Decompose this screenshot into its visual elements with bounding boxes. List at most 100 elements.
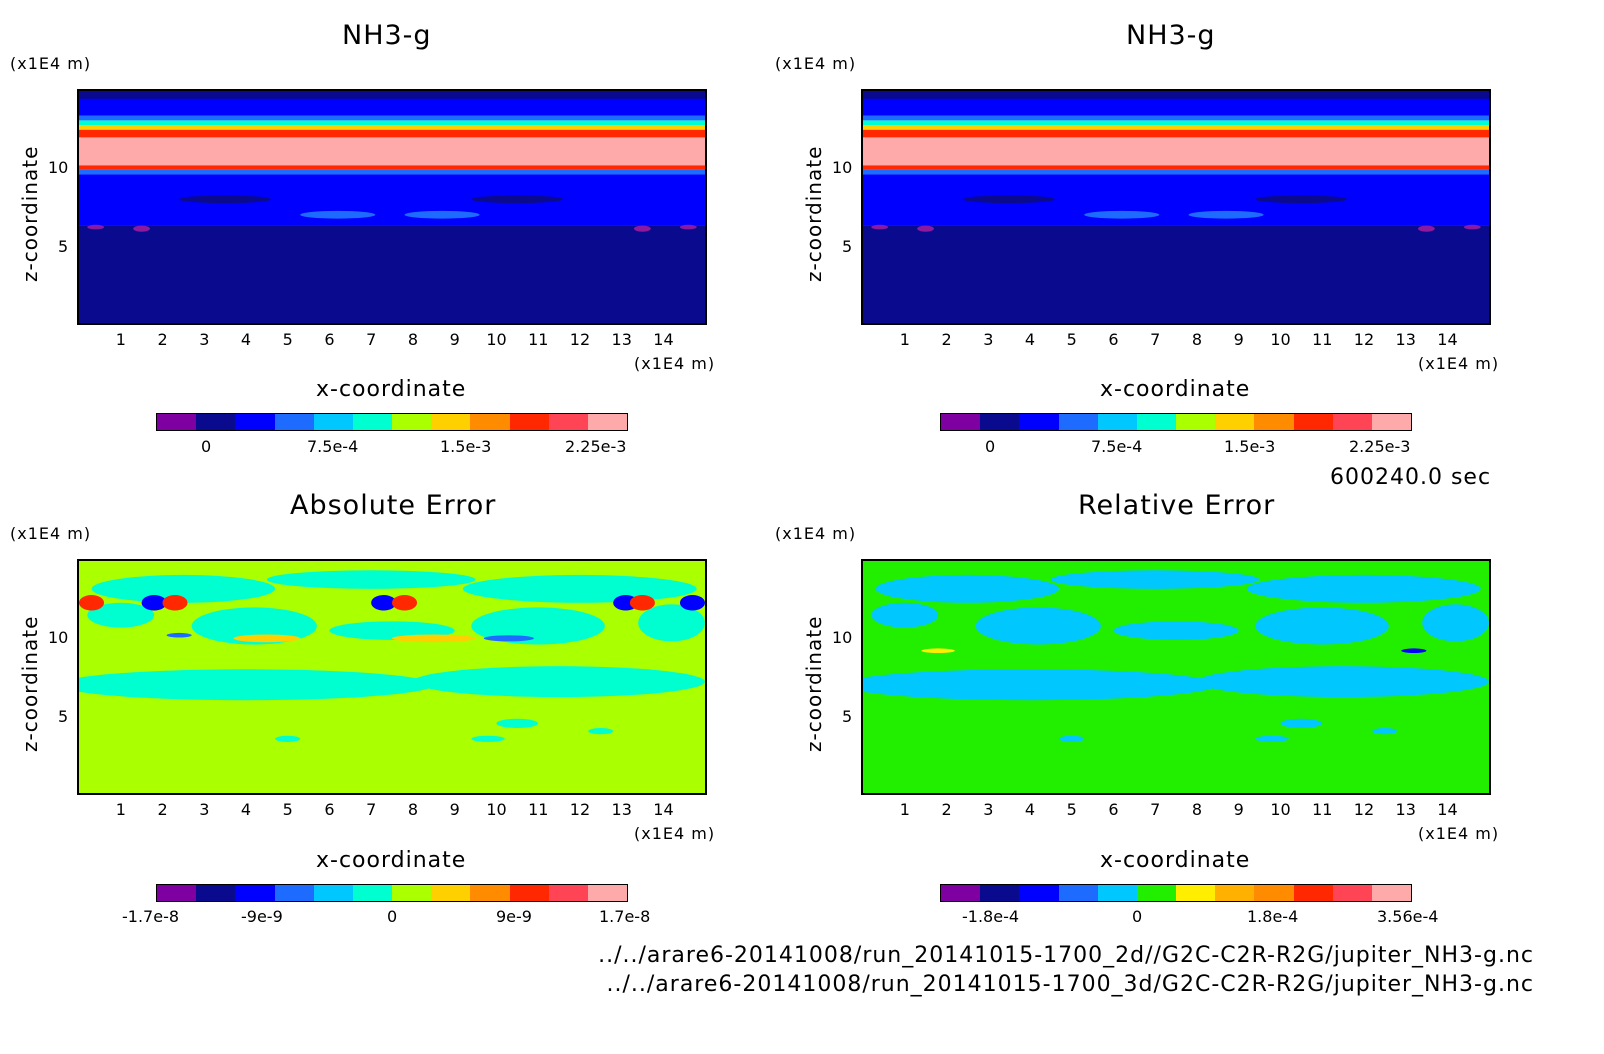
contour-feature	[179, 195, 271, 204]
z-unit-label: (x1E4 m)	[10, 524, 92, 543]
x-tick-label: 4	[240, 800, 252, 819]
contour-band	[863, 129, 1489, 138]
z-tick-5: 5	[58, 707, 69, 726]
plot-area	[861, 89, 1491, 325]
colorbar	[156, 884, 628, 902]
colorbar-segment	[352, 885, 393, 901]
colorbar-segment	[274, 885, 314, 901]
z-tick-5: 5	[842, 707, 853, 726]
contour-band-peak	[863, 137, 1489, 166]
colorbar-segment	[1254, 885, 1294, 901]
z-unit-label: (x1E4 m)	[10, 54, 92, 73]
x-tick-label: 5	[282, 800, 293, 819]
contour-feature	[233, 634, 301, 643]
x-tick-label: 10	[486, 330, 507, 349]
colorbar-segment	[274, 414, 314, 430]
contour-region	[471, 735, 505, 742]
colorbar-segment	[1332, 885, 1372, 901]
x-unit-label: (x1E4 m)	[1418, 824, 1500, 843]
z-tick-5: 5	[58, 237, 69, 256]
colorbar-segment	[1176, 885, 1216, 901]
x-tick-label: 8	[1191, 800, 1203, 819]
x-tick-label: 8	[407, 330, 419, 349]
colorbar-label: -9e-9	[241, 907, 283, 926]
x-tick-label: 1	[115, 800, 126, 819]
x-tick-label: 11	[1312, 330, 1333, 349]
contour-region	[588, 728, 614, 735]
colorbar-segment	[1215, 414, 1255, 430]
contour-feature	[917, 225, 934, 232]
contour-feature	[392, 595, 418, 611]
x-tick-label: 4	[1024, 800, 1036, 819]
contour-band	[79, 129, 705, 138]
contour-region	[1196, 666, 1489, 698]
file-path-2d: ../../arare6-20141008/run_20141015-1700_…	[598, 943, 1534, 968]
x-tick-label: 6	[324, 330, 335, 349]
colorbar-segment	[352, 414, 393, 430]
x-unit-label: (x1E4 m)	[634, 824, 716, 843]
z-unit-label: (x1E4 m)	[775, 524, 857, 543]
contour-band-top	[863, 91, 1489, 99]
x-tick-label: 10	[1270, 800, 1291, 819]
x-tick-label: 10	[1270, 330, 1291, 349]
colorbar-segment	[587, 414, 628, 430]
x-tick-label: 12	[569, 330, 591, 349]
time-label: 600240.0 sec	[1330, 465, 1492, 490]
x-axis-label: x-coordinate	[316, 377, 467, 402]
colorbar-segment	[431, 885, 471, 901]
colorbar-segment	[1097, 885, 1137, 901]
x-tick-label: 2	[157, 800, 168, 819]
x-tick-label: 4	[1024, 330, 1036, 349]
x-tick-label: 1	[899, 800, 910, 819]
contour-feature	[634, 225, 651, 232]
x-tick-label: 13	[611, 330, 632, 349]
chart-title: Relative Error	[1078, 490, 1276, 521]
z-tick-10: 10	[832, 628, 853, 647]
colorbar-segment	[470, 414, 510, 430]
colorbar-segment	[1254, 414, 1294, 430]
contour-feature	[1418, 225, 1435, 232]
colorbar-label: 2.25e-3	[1349, 437, 1411, 456]
x-tick-label: 2	[157, 330, 168, 349]
contour-band-deep	[79, 225, 705, 323]
contour-region	[471, 607, 605, 645]
colorbar-segment	[392, 885, 432, 901]
contour-feature	[162, 595, 188, 611]
colorbar-segment	[587, 885, 628, 901]
colorbar-segment	[235, 885, 275, 901]
colorbar-segment	[1371, 414, 1412, 430]
z-tick-10: 10	[832, 158, 853, 177]
x-tick-label: 9	[1233, 800, 1244, 819]
colorbar-label: 1.5e-3	[1224, 437, 1276, 456]
contour-feature	[1401, 648, 1427, 654]
x-tick-label: 5	[1066, 330, 1077, 349]
contour-band	[863, 115, 1489, 121]
x-tick-label: 6	[324, 800, 335, 819]
colorbar-segment	[1332, 414, 1372, 430]
colorbar-segment	[980, 414, 1020, 430]
y-axis-label: z-coordinate	[802, 615, 826, 752]
y-axis-label: z-coordinate	[802, 145, 826, 282]
colorbar-segment	[1019, 885, 1059, 901]
x-tick-label: 3	[983, 800, 994, 819]
contour-region	[141, 683, 267, 699]
contour-region	[87, 602, 155, 628]
colorbar-label: 1.5e-3	[440, 437, 492, 456]
contour-region	[1255, 607, 1389, 645]
contour-feature	[1463, 224, 1481, 230]
colorbar-label: 7.5e-4	[1091, 437, 1143, 456]
contour-feature	[87, 224, 105, 230]
contour-feature	[392, 634, 476, 643]
contour-region	[275, 735, 301, 742]
colorbar-segment	[392, 414, 432, 430]
contour-band	[79, 120, 705, 126]
colorbar-label: -1.7e-8	[122, 907, 180, 926]
chart-title: NH3-g	[1126, 20, 1216, 51]
contour-region	[925, 683, 1051, 699]
contour-plot-relative-error	[863, 561, 1489, 793]
contour-band-top	[79, 91, 705, 99]
contour-band-mid	[79, 174, 705, 226]
contour-region	[1113, 621, 1239, 640]
colorbar-label: 1.7e-8	[599, 907, 651, 926]
colorbar-label: 0	[387, 907, 398, 926]
